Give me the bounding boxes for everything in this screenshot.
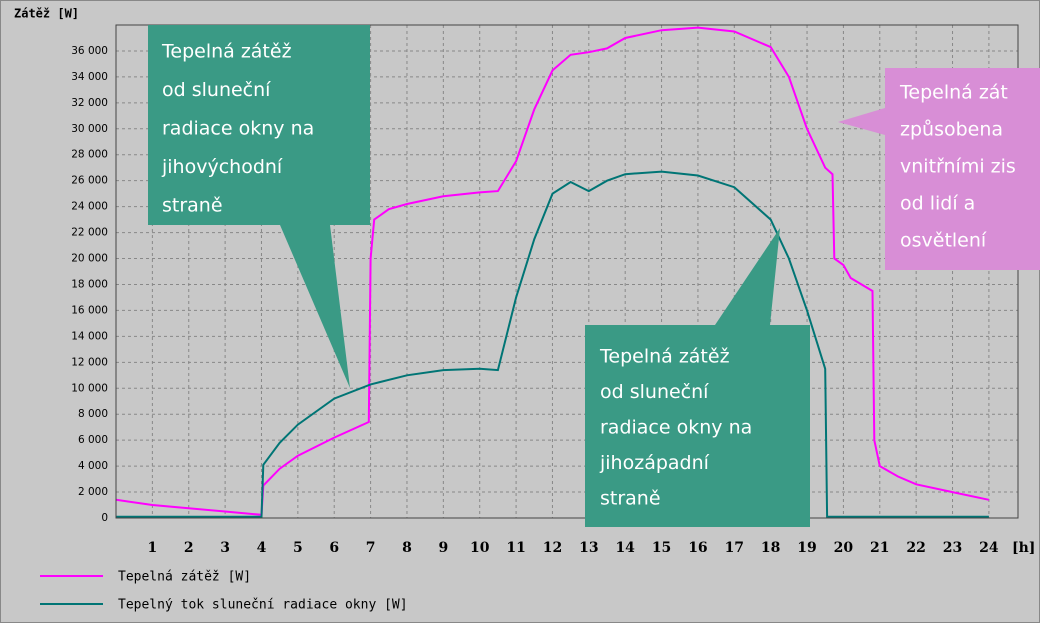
annotation-text: radiace okny na [162, 118, 314, 140]
x-tick-label: 17 [725, 540, 744, 556]
x-tick-label: 18 [761, 540, 780, 556]
y-tick-label: 32 000 [71, 97, 108, 109]
y-tick-label: 2 000 [78, 486, 108, 498]
x-tick-label: 10 [470, 540, 490, 556]
x-tick-label: 19 [797, 540, 816, 556]
x-tick-label: 21 [870, 540, 889, 556]
x-tick-label: 7 [366, 540, 376, 556]
y-tick-label: 28 000 [71, 149, 108, 161]
x-axis-label: [h] [1012, 540, 1035, 556]
x-tick-label: 3 [220, 540, 230, 556]
annotation-text: straně [162, 195, 223, 217]
x-tick-label: 1 [147, 540, 157, 556]
y-tick-label: 22 000 [71, 227, 108, 239]
annotation-text: straně [600, 488, 661, 510]
series-line [116, 170, 989, 518]
legend-label: Tepelná zátěž [W] [118, 570, 251, 585]
annotation-text: Tepelná zát [899, 82, 1008, 104]
annotation-text: Tepelná zátěž [161, 41, 292, 63]
x-tick-label: 20 [834, 540, 854, 556]
annotation-text: jihovýchodní [161, 156, 283, 178]
y-axis-label: Zátěž [W] [14, 7, 79, 21]
y-tick-label: 14 000 [71, 330, 108, 342]
x-tick-label: 12 [543, 540, 562, 556]
y-tick-label: 16 000 [71, 304, 108, 316]
y-tick-label: 12 000 [71, 356, 108, 368]
annotation-text: od sluneční [162, 79, 271, 101]
y-tick-label: 34 000 [71, 71, 108, 83]
x-tick-label: 23 [943, 540, 962, 556]
y-tick-label: 4 000 [78, 460, 108, 472]
x-tick-label: 5 [293, 540, 303, 556]
x-tick-label: 9 [438, 540, 448, 556]
y-tick-label: 26 000 [71, 175, 108, 187]
callout [838, 68, 1040, 270]
y-tick-label: 20 000 [71, 253, 108, 265]
x-tick-label: 24 [979, 540, 999, 556]
x-tick-label: 2 [184, 540, 194, 556]
x-tick-label: 15 [652, 540, 671, 556]
y-tick-label: 0 [101, 512, 108, 524]
y-tick-label: 8 000 [78, 408, 108, 420]
annotation-text: od lidí a [900, 193, 975, 215]
annotation-text: osvětlení [900, 230, 987, 252]
annotation-text: Tepelná zátěž [599, 346, 730, 368]
x-tick-label: 6 [329, 540, 339, 556]
annotation-text: radiace okny na [600, 417, 752, 439]
y-tick-label: 18 000 [71, 278, 108, 290]
y-tick-label: 6 000 [78, 434, 108, 446]
y-tick-label: 36 000 [71, 45, 108, 57]
series-line [115, 26, 990, 516]
legend-label: Tepelný tok sluneční radiace okny [W] [118, 598, 408, 613]
annotation-text: vnitřními zis [900, 156, 1016, 178]
x-tick-label: 11 [506, 540, 525, 556]
annotation-text: od sluneční [600, 381, 709, 403]
x-tick-label: 22 [906, 540, 925, 556]
x-tick-label: 16 [688, 540, 707, 556]
x-tick-label: 14 [615, 540, 635, 556]
plot-border [115, 24, 1019, 519]
x-tick-label: 8 [402, 540, 412, 556]
x-tick-label: 13 [579, 540, 598, 556]
annotation-text: jihozápadní [599, 452, 710, 474]
y-tick-label: 24 000 [71, 201, 108, 213]
x-tick-label: 4 [257, 540, 267, 556]
y-tick-label: 10 000 [71, 382, 108, 394]
callout [585, 228, 810, 527]
y-tick-label: 30 000 [71, 123, 108, 135]
annotation-text: způsobena [900, 119, 1003, 141]
callout [148, 25, 370, 388]
